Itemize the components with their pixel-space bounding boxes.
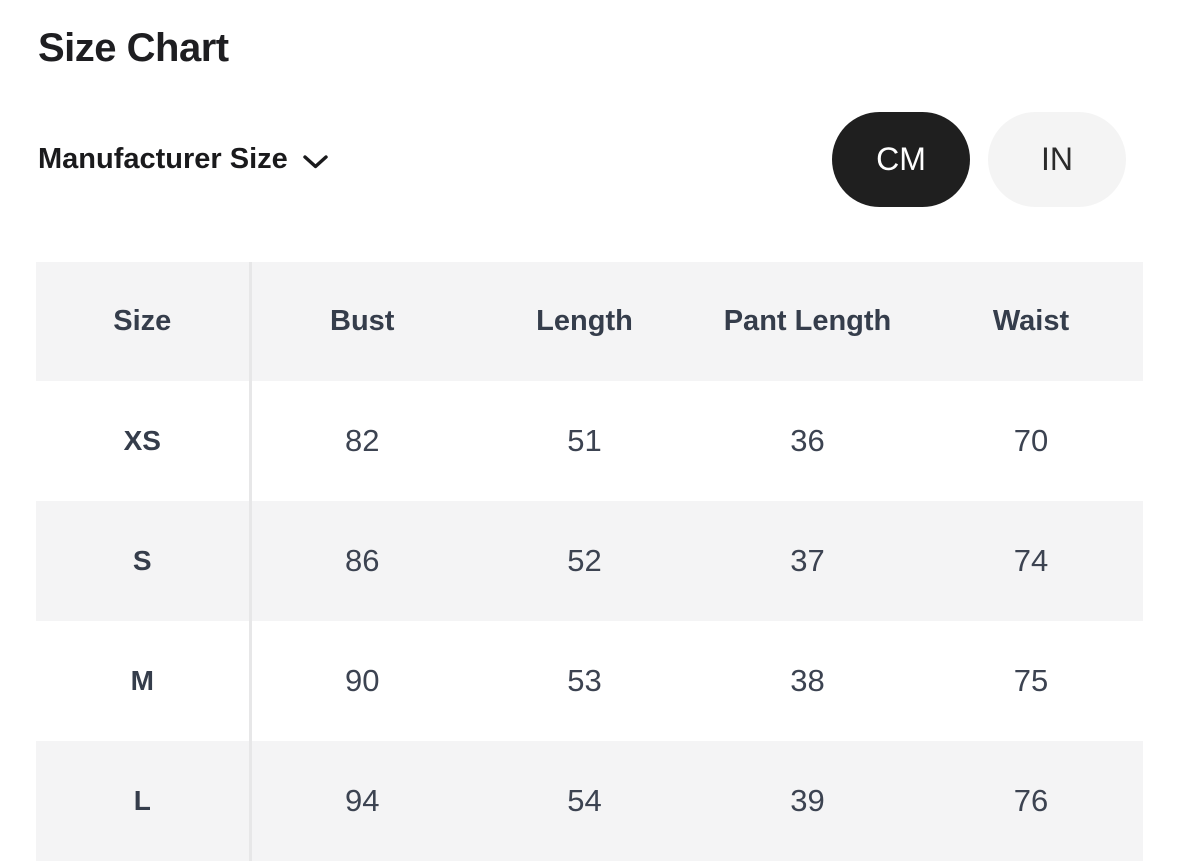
size-label: S <box>36 501 252 621</box>
table-row-xs: XS 82 51 36 70 <box>36 381 1143 501</box>
table-row-s: S 86 52 37 74 <box>36 501 1143 621</box>
bust-value: 90 <box>345 663 380 698</box>
waist-value: 76 <box>1013 783 1049 818</box>
waist-value: 75 <box>1013 663 1049 698</box>
bust-value: 82 <box>345 423 380 458</box>
column-header-pant-length: Pant Length <box>723 305 892 337</box>
size-label: M <box>36 621 252 741</box>
chevron-down-icon <box>302 154 329 170</box>
waist-value: 74 <box>1013 543 1049 578</box>
bust-value: 86 <box>345 543 380 578</box>
manufacturer-size-label: Manufacturer Size <box>38 143 288 175</box>
unit-in-button[interactable]: IN <box>988 112 1126 207</box>
pant-length-value: 38 <box>790 663 825 698</box>
pant-length-value: 39 <box>790 783 825 818</box>
length-value: 54 <box>567 783 602 818</box>
table-row-m: M 90 53 38 75 <box>36 621 1143 741</box>
size-label: XS <box>36 381 252 501</box>
manufacturer-size-dropdown[interactable]: Manufacturer Size <box>38 143 329 176</box>
column-header-length: Length <box>536 305 633 337</box>
unit-cm-button[interactable]: CM <box>832 112 970 207</box>
length-value: 53 <box>567 663 602 698</box>
controls-row: Manufacturer Size CM IN <box>38 112 1126 207</box>
column-header-size: Size <box>36 262 252 381</box>
column-header-bust: Bust <box>330 305 395 337</box>
length-value: 51 <box>567 423 602 458</box>
unit-toggle: CM IN <box>832 112 1126 207</box>
table-header-row: Size Bust Length Pant Length Waist <box>36 262 1143 381</box>
size-chart-table: Size Bust Length Pant Length Waist XS 82… <box>36 262 1145 861</box>
pant-length-value: 37 <box>790 543 825 578</box>
column-header-waist: Waist <box>992 305 1070 337</box>
table-row-l: L 94 54 39 76 <box>36 741 1143 861</box>
bust-value: 94 <box>345 783 380 818</box>
length-value: 52 <box>567 543 602 578</box>
pant-length-value: 36 <box>790 423 825 458</box>
page-title: Size Chart <box>38 26 229 70</box>
size-label: L <box>36 741 252 861</box>
waist-value: 70 <box>1013 423 1049 458</box>
